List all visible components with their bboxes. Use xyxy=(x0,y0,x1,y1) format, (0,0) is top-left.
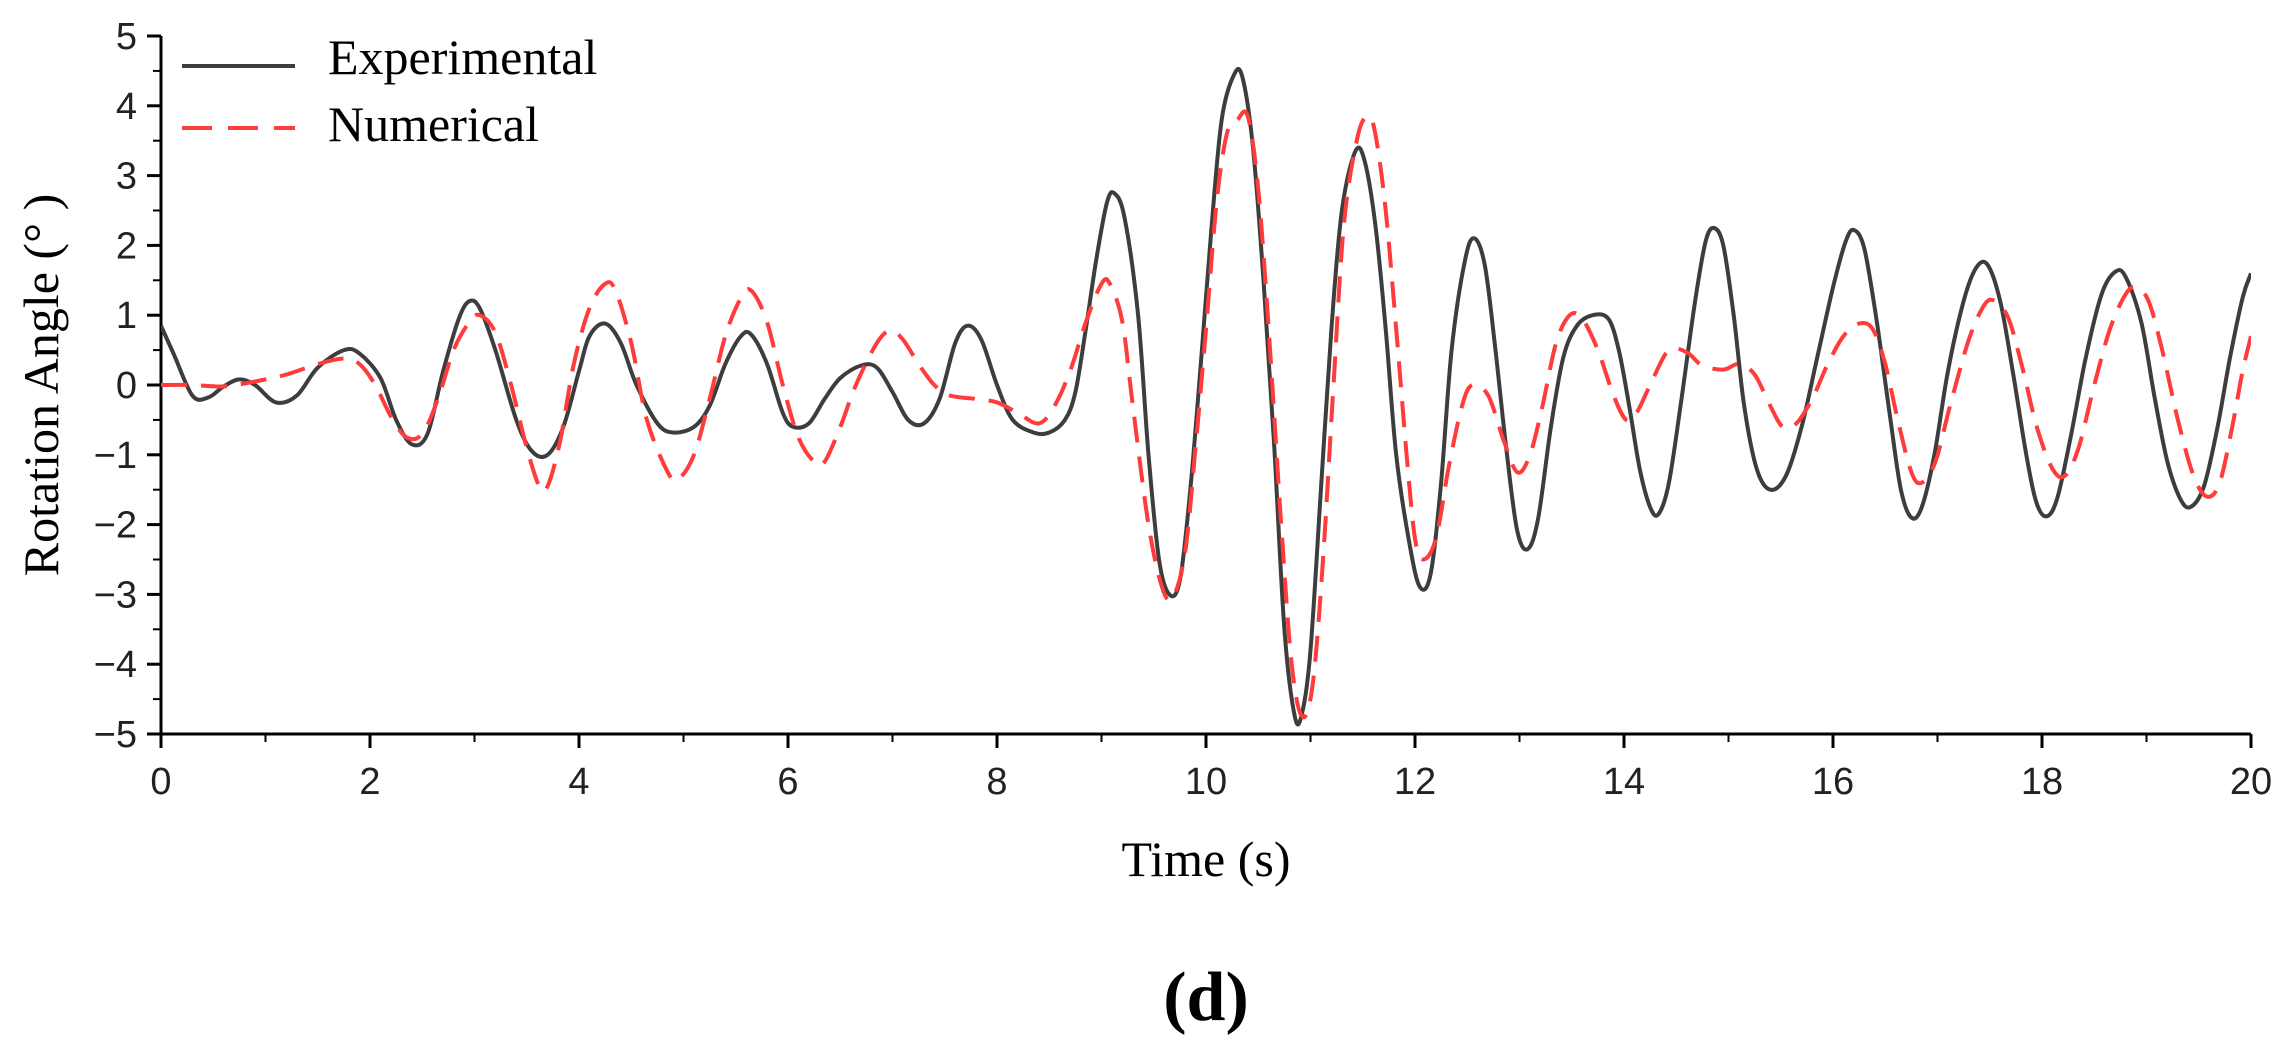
y-tick-label: 1 xyxy=(116,295,137,337)
y-tick-group: −5 −4 −3 −2 −1 0 1 2 3 4 5 xyxy=(94,16,161,756)
x-tick-label: 8 xyxy=(986,761,1007,803)
y-tick-label: −5 xyxy=(94,714,137,756)
y-tick-label: −1 xyxy=(94,435,137,477)
x-tick-group: 0 2 4 6 8 10 12 14 16 18 20 xyxy=(150,734,2272,803)
y-tick-label: 0 xyxy=(116,365,137,407)
y-tick-label: 5 xyxy=(116,16,137,58)
x-tick-label: 6 xyxy=(777,761,798,803)
x-tick-label: 18 xyxy=(2021,761,2063,803)
x-axis-title: Time (s) xyxy=(1121,831,1290,887)
y-tick-label: −3 xyxy=(94,574,137,616)
y-tick-label: −2 xyxy=(94,505,137,547)
legend-label-numerical: Numerical xyxy=(328,96,539,152)
y-tick-label: −4 xyxy=(94,644,137,686)
x-tick-label: 4 xyxy=(568,761,589,803)
y-axis-title: Rotation Angle (° ) xyxy=(13,194,69,576)
x-tick-label: 14 xyxy=(1603,761,1645,803)
x-tick-label: 0 xyxy=(150,761,171,803)
series-line-experimental xyxy=(161,66,2251,727)
x-tick-label: 12 xyxy=(1394,761,1436,803)
series-line-numerical xyxy=(161,109,2251,720)
x-tick-label: 2 xyxy=(359,761,380,803)
y-tick-label: 2 xyxy=(116,225,137,267)
x-tick-label: 16 xyxy=(1812,761,1854,803)
x-tick-label: 20 xyxy=(2230,761,2272,803)
y-tick-label: 4 xyxy=(116,86,137,128)
x-tick-label: 10 xyxy=(1185,761,1227,803)
panel-label: (d) xyxy=(1163,959,1249,1036)
legend-label-experimental: Experimental xyxy=(328,29,597,85)
y-tick-label: 3 xyxy=(116,156,137,198)
legend: Experimental Numerical xyxy=(182,29,597,152)
series-layer xyxy=(161,66,2251,727)
